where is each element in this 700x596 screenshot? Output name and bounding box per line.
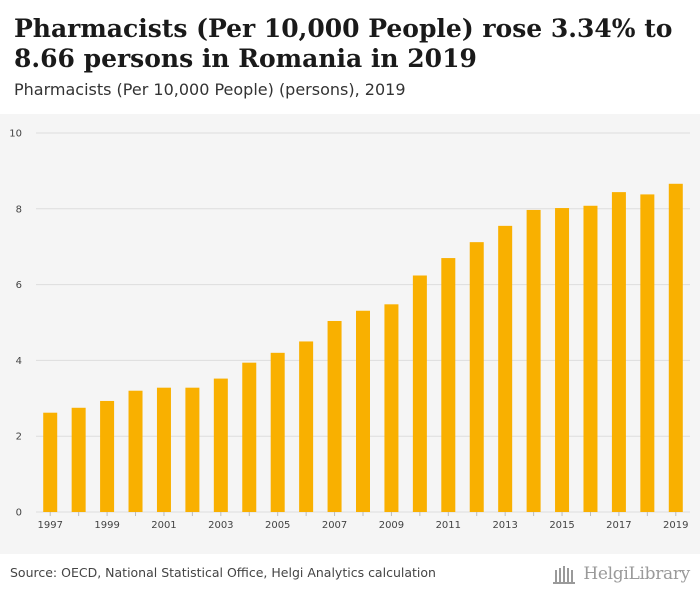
bar — [640, 194, 655, 512]
bar — [242, 362, 257, 512]
footer: Source: OECD, National Statistical Offic… — [0, 554, 700, 596]
y-tick-label: 2 — [16, 432, 22, 443]
y-tick-label: 8 — [16, 204, 22, 215]
bar — [185, 387, 200, 512]
bar — [213, 378, 228, 512]
x-tick-label: 2011 — [436, 520, 461, 531]
page-title: Pharmacists (Per 10,000 People) rose 3.3… — [14, 14, 673, 73]
bar — [526, 209, 541, 512]
bar-chart: 0 2 4 6 8 10 1997 1999 2001 2003 2005 2007 2009 2011 2… — [9, 129, 690, 531]
x-tick-label: 2017 — [606, 520, 631, 531]
x-tick-label: 2007 — [322, 520, 347, 531]
bar — [128, 390, 143, 512]
x-tick-label: 2001 — [151, 520, 176, 531]
bar — [384, 304, 399, 512]
bar — [611, 192, 626, 512]
header: Pharmacists (Per 10,000 People) rose 3.3… — [0, 0, 700, 114]
bar — [412, 275, 427, 512]
bar — [327, 320, 342, 512]
x-tick-label: 1999 — [94, 520, 119, 531]
bar — [100, 400, 115, 512]
x-tick-label: 2015 — [549, 520, 574, 531]
logo-text: HelgiLibrary — [583, 564, 690, 584]
x-tick-label: 2019 — [663, 520, 688, 531]
x-tick-label: 1997 — [37, 520, 62, 531]
library-building-icon — [553, 566, 576, 584]
bar — [356, 310, 370, 512]
source-text: Source: OECD, National Statistical Offic… — [10, 565, 436, 580]
x-tick-label: 2013 — [492, 520, 517, 531]
chart-area: 0 2 4 6 8 10 1997 1999 2001 2003 2005 2007 2009 2011 2… — [0, 114, 700, 554]
y-tick-label: 6 — [16, 280, 22, 291]
x-tick-label: 2009 — [379, 520, 404, 531]
bar — [498, 225, 513, 512]
bar — [299, 341, 314, 512]
y-tick-label: 0 — [16, 508, 22, 519]
bar — [43, 412, 58, 512]
x-tick-label: 2005 — [265, 520, 290, 531]
bar — [441, 258, 456, 512]
bar — [156, 387, 171, 512]
bar — [583, 205, 598, 512]
x-tick-label: 2003 — [208, 520, 233, 531]
y-tick-label: 10 — [9, 129, 22, 140]
bar — [270, 352, 285, 512]
bar — [469, 242, 484, 513]
helgi-library-logo[interactable]: HelgiLibrary — [553, 562, 690, 586]
y-tick-label: 4 — [16, 356, 22, 367]
bar — [71, 407, 86, 512]
bar — [555, 208, 570, 512]
chart-subtitle: Pharmacists (Per 10,000 People) (persons… — [14, 80, 406, 99]
bar — [668, 183, 683, 512]
